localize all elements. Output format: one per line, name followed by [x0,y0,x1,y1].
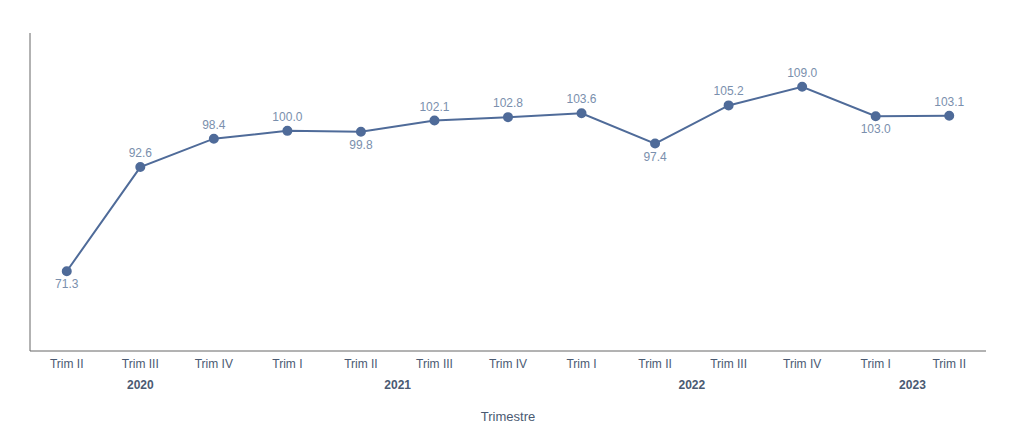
svg-text:2023: 2023 [899,378,926,392]
svg-text:2022: 2022 [678,378,705,392]
svg-text:Trim IV: Trim IV [489,357,527,371]
svg-text:2021: 2021 [384,378,411,392]
svg-text:102.1: 102.1 [419,100,449,114]
svg-text:Trim IV: Trim IV [195,357,233,371]
svg-text:Trimestre: Trimestre [481,409,535,424]
svg-text:103.6: 103.6 [567,92,597,106]
svg-text:100.0: 100.0 [272,110,302,124]
svg-text:99.8: 99.8 [349,138,373,152]
svg-text:98.4: 98.4 [202,118,226,132]
svg-text:97.4: 97.4 [643,150,667,164]
svg-text:Trim II: Trim II [932,357,966,371]
svg-text:Trim II: Trim II [344,357,378,371]
svg-text:Trim III: Trim III [122,357,159,371]
svg-text:71.3: 71.3 [55,277,79,291]
svg-text:2020: 2020 [127,378,154,392]
svg-text:109.0: 109.0 [787,66,817,80]
svg-text:Trim IV: Trim IV [783,357,821,371]
svg-text:Trim III: Trim III [710,357,747,371]
svg-text:Trim II: Trim II [638,357,672,371]
svg-text:Trim I: Trim I [272,357,302,371]
svg-text:102.8: 102.8 [493,96,523,110]
svg-text:103.0: 103.0 [861,122,891,136]
svg-text:103.1: 103.1 [934,95,964,109]
svg-text:Trim I: Trim I [566,357,596,371]
svg-text:Trim III: Trim III [416,357,453,371]
svg-text:105.2: 105.2 [714,84,744,98]
svg-text:92.6: 92.6 [129,146,153,160]
svg-text:Trim II: Trim II [50,357,84,371]
svg-text:Trim I: Trim I [861,357,891,371]
